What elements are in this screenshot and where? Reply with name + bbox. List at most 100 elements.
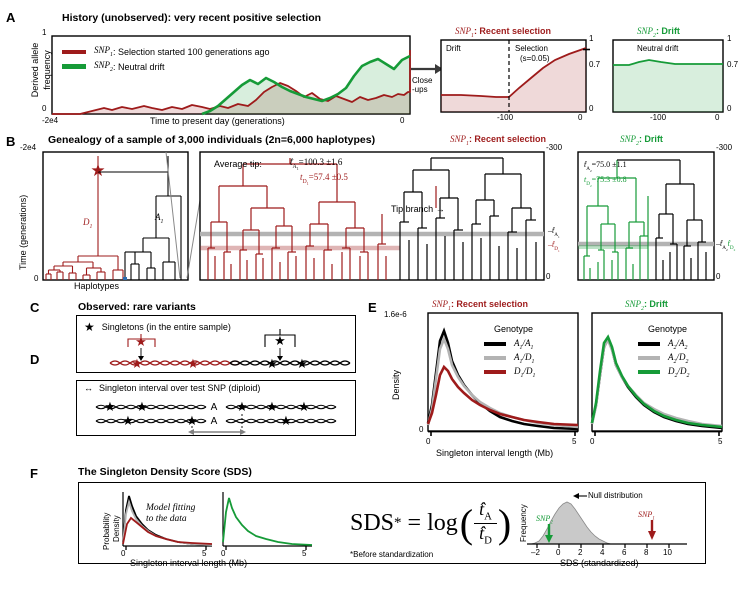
panel-a-ytick-bottom: 0: [42, 104, 47, 113]
panel-e-letter: E: [368, 300, 377, 315]
svg-text:★: ★: [274, 333, 286, 348]
panel-b-label-A1: A1: [155, 212, 164, 225]
panel-d-letter: D: [30, 352, 40, 367]
legend-item-snp1: SNP1 : Selection started 100 generations…: [62, 44, 270, 59]
panel-f-dist-xtick-4: 6: [622, 548, 627, 557]
panel-e-ytick-top: 1.6e-6: [384, 310, 407, 319]
panel-d-legend: ↔ Singleton interval over test SNP (dipl…: [84, 383, 260, 393]
inset2-ytick-bottom: 0: [727, 104, 732, 113]
panel-f-dist-xlabel: SDS (standardized): [560, 558, 639, 568]
panel-a-title: History (unobserved): very recent positi…: [62, 12, 322, 24]
panel-c-haplotypes: ★ ★ ★ ★ ★ ★: [109, 329, 351, 371]
svg-text:★: ★: [266, 399, 278, 414]
legend-item-D1D1: D1/D1: [484, 365, 535, 379]
panel-f-fit-right-plot: [222, 492, 313, 550]
panel-d-diploid-haplotypes: ★ ★ ★ ★ ★ ★ ★ ★ A A: [95, 399, 337, 435]
panel-e-left-xtick-5: 5: [572, 437, 577, 446]
panel-c-box: [76, 315, 356, 373]
legend-snp1-text: : Selection started 100 generations ago: [112, 46, 270, 57]
panel-b-genealogy-plot: ★: [42, 151, 189, 281]
formula-bar: [474, 523, 497, 524]
panel-a-trajectory-plot: [51, 35, 411, 116]
panel-f-marker-snp2: SNP2: [536, 514, 553, 526]
panel-b-mid-stat-A: ̂tA1=100.3 ±1.6: [290, 157, 343, 171]
panel-e-left-title: SNP1: Recent selection: [432, 299, 528, 312]
panel-c-legend-text: Singletons (in the entire sample): [101, 322, 231, 332]
formula-log: log: [427, 510, 458, 536]
panel-b-tip-branch-label: Tip branch →: [391, 204, 445, 214]
panel-b-right-title: SNP2: Drift: [620, 134, 663, 147]
panel-e-left-xaxis: [428, 430, 578, 436]
panel-a-inset1-title: SNP1: Recent selection: [455, 26, 551, 39]
svg-text:A: A: [211, 402, 218, 413]
inset1-region-drift: Drift: [446, 44, 461, 53]
panel-f-null-label: Null distribution: [588, 491, 643, 500]
panel-b-letter: B: [6, 134, 16, 149]
panel-e-right-title: SNP2: Drift: [625, 299, 668, 312]
panel-b-right-ytick-bottom: 0: [716, 272, 721, 281]
panel-b-mid-ytick-bottom: 0: [546, 272, 551, 281]
panel-f-marker-snp1: SNP1: [638, 510, 655, 522]
double-arrow-icon: ↔: [84, 383, 93, 393]
formula-equals: =: [407, 510, 422, 536]
inset1-xtick-mid: -100: [497, 113, 514, 122]
panel-a-ytick-top: 1: [42, 28, 47, 37]
legend-item-A2D2: A2/D2: [638, 351, 689, 365]
panel-b-right-tree: [577, 151, 715, 281]
legend-swatch-grey: [484, 355, 506, 361]
panel-b-mid-marker-D: –̂tD1: [548, 240, 560, 253]
legend-swatch-green: [638, 369, 660, 375]
panel-f-dist-xtick-3: 4: [600, 548, 605, 557]
panel-f-right-xtick-0: 0: [221, 549, 226, 558]
panel-f-left-xtick-0: 0: [121, 549, 126, 558]
svg-text:★: ★: [131, 356, 143, 371]
legend-swatch-grey: [638, 355, 660, 361]
inset1-ytick-mid: 0.7: [589, 60, 601, 69]
panel-f-fit-left-plot: [122, 492, 213, 550]
panel-b-ytick-top: -2e4: [20, 143, 37, 152]
panel-a-inset2-plot: [612, 39, 724, 113]
panel-d-legend-text: Singleton interval over test SNP (diploi…: [99, 383, 261, 393]
svg-text:★: ★: [298, 399, 310, 414]
panel-e-left-xtick-0: 0: [426, 437, 431, 446]
svg-text:★: ★: [187, 356, 199, 371]
panel-b-xlabel: Haplotypes: [74, 281, 120, 291]
legend-swatch-red: [484, 369, 506, 375]
panel-f-dist-xtick-5: 8: [644, 548, 649, 557]
panel-e-xlabel: Singleton interval length (Mb): [436, 448, 554, 458]
svg-text:★: ★: [104, 399, 116, 414]
closeups-arrow-icon: [411, 64, 443, 74]
svg-text:★: ★: [135, 334, 147, 349]
panel-f-dist-xtick-1: 0: [556, 548, 561, 557]
formula-star: *: [394, 515, 402, 531]
panel-b-mid-tree: [199, 151, 545, 281]
panel-e-ylabel: Density: [391, 369, 401, 400]
panel-b-avg-tip-label: Average tip:: [214, 159, 262, 169]
panel-a-legend: SNP1 : Selection started 100 generations…: [62, 44, 270, 74]
inset1-ytick-mark: [583, 48, 590, 51]
panel-b-mid-stat-D: tD1=57.4 ±0.5: [300, 172, 348, 186]
legend-swatch-green: [62, 64, 86, 69]
panel-a-inset1-plot: [440, 39, 587, 113]
panel-b-label-D1: D1: [83, 217, 93, 230]
panel-a-xtick-left: -2e4: [42, 116, 59, 125]
legend-swatch-red: [62, 49, 86, 54]
panel-b-right-markers: –̂tA2̂tD2: [716, 239, 736, 252]
panel-f-dist-xtick-2: 2: [578, 548, 583, 557]
legend-snp1-symbol: SNP1: [94, 45, 113, 58]
legend-item-A1A1: A1/A1: [484, 337, 535, 351]
panel-c-title: Observed: rare variants: [78, 301, 196, 313]
panel-f-formula: SDS* = log ( ̂tA ̂tD ): [350, 500, 511, 547]
svg-text:★: ★: [236, 399, 248, 414]
panel-f-left-xtick-5: 5: [202, 549, 207, 558]
inset1-ytick-top: 1: [589, 34, 594, 43]
legend-swatch-black: [638, 341, 660, 347]
panel-d-box: [76, 380, 356, 436]
panel-f-annotation: Model fitting to the data: [146, 503, 196, 524]
panel-e-right-xtick-5: 5: [718, 437, 723, 446]
inset2-ytick-mid: 0.7: [727, 60, 739, 69]
formula-numerator: ̂tA: [479, 499, 492, 523]
panel-b-ylabel: Time (generations): [18, 194, 28, 270]
formula-lhs: SDS: [350, 510, 395, 536]
